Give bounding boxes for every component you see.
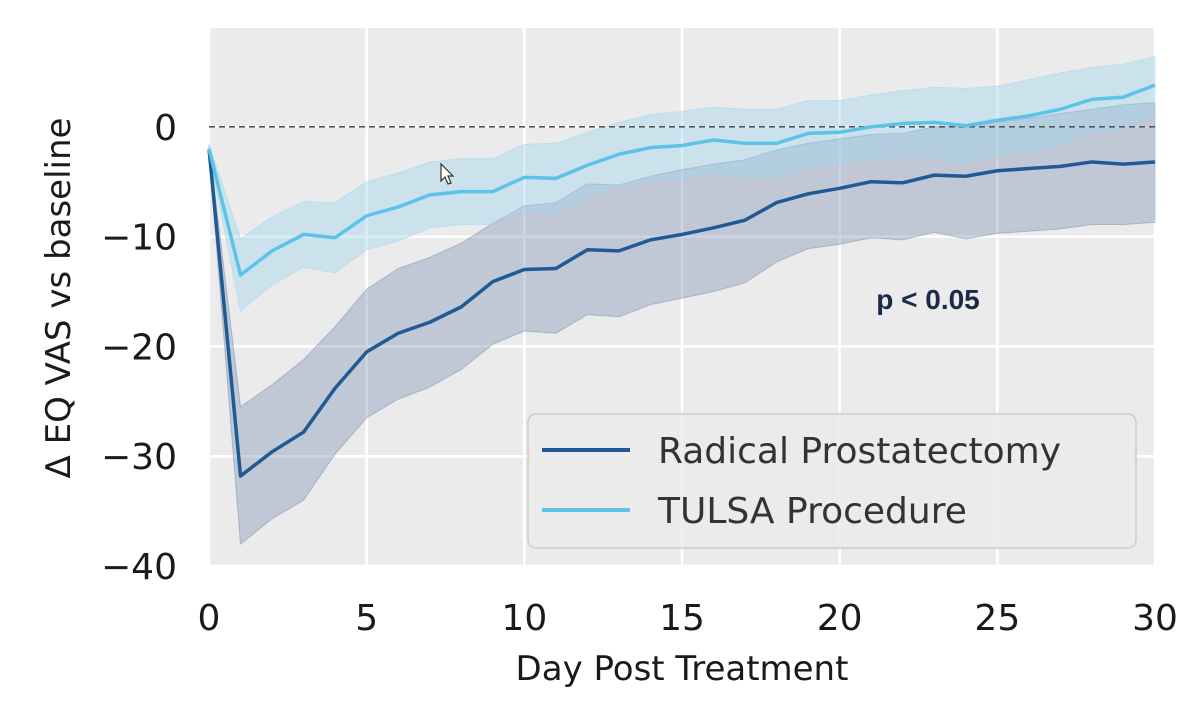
p-value-annotation: p < 0.05 [876,284,980,315]
legend-label-tulsa-procedure: TULSA Procedure [657,491,967,532]
legend-label-radical-prostatectomy: Radical Prostatectomy [658,431,1061,472]
y-tick-label: −40 [101,547,177,588]
series-line-tulsa-procedure [207,83,1156,277]
x-axis-label: Day Post Treatment [516,649,849,689]
x-axis-ticks: 0 5 10 15 20 25 30 [198,598,1178,639]
x-tick-label: 20 [817,598,863,639]
y-tick-label: −10 [101,218,177,259]
x-tick-label: 0 [198,598,221,639]
series-line-radical-prostatectomy [207,148,1156,478]
y-tick-label: −30 [101,437,177,478]
legend: Radical Prostatectomy TULSA Procedure [527,413,1137,549]
x-tick-label: 25 [974,598,1020,639]
y-tick-label: 0 [154,108,177,149]
x-tick-label: 5 [355,598,378,639]
grid-lines [207,28,1157,568]
x-tick-label: 15 [659,598,705,639]
y-tick-label: −20 [101,327,177,368]
y-axis-ticks: −40 −30 −20 −10 0 [101,108,177,588]
mouse-cursor-icon [440,162,455,185]
confidence-band-tulsa-procedure [208,55,1156,313]
confidence-bands [208,55,1156,546]
x-tick-label: 10 [501,598,547,639]
legend-box [527,413,1137,549]
y-axis-label: Δ EQ VAS vs baseline [39,118,79,479]
x-tick-label: 30 [1132,598,1178,639]
confidence-band-radical-prostatectomy [208,102,1156,546]
series-lines [207,83,1156,478]
